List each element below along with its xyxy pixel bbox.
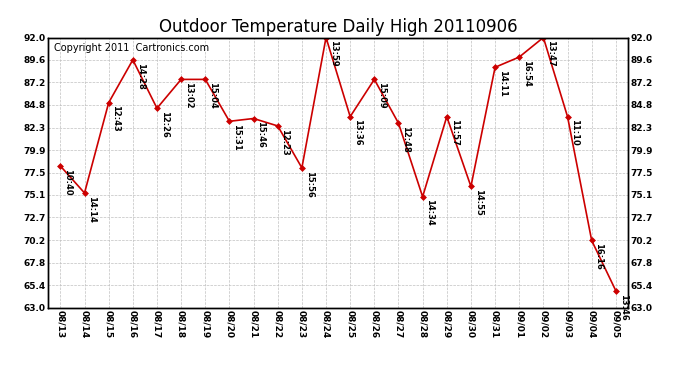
Text: 13:02: 13:02 xyxy=(184,82,193,109)
Text: 13:59: 13:59 xyxy=(329,40,338,67)
Text: 13:36: 13:36 xyxy=(353,119,362,146)
Text: 15:46: 15:46 xyxy=(257,121,266,148)
Text: 16:54: 16:54 xyxy=(522,60,531,87)
Text: 11:10: 11:10 xyxy=(571,119,580,146)
Text: 15:31: 15:31 xyxy=(233,124,241,151)
Text: 15:09: 15:09 xyxy=(377,82,386,109)
Text: 13:47: 13:47 xyxy=(546,40,555,67)
Text: Copyright 2011  Cartronics.com: Copyright 2011 Cartronics.com xyxy=(54,43,209,53)
Text: 10:40: 10:40 xyxy=(63,169,72,195)
Text: 12:23: 12:23 xyxy=(281,129,290,156)
Text: 12:43: 12:43 xyxy=(112,105,121,132)
Text: 14:11: 14:11 xyxy=(498,70,507,97)
Text: 14:34: 14:34 xyxy=(426,200,435,226)
Text: 14:55: 14:55 xyxy=(474,189,483,216)
Title: Outdoor Temperature Daily High 20110906: Outdoor Temperature Daily High 20110906 xyxy=(159,18,518,36)
Text: 15:56: 15:56 xyxy=(305,171,314,198)
Text: 11:57: 11:57 xyxy=(450,119,459,146)
Text: 13:46: 13:46 xyxy=(619,294,628,320)
Text: 16:16: 16:16 xyxy=(595,243,604,270)
Text: 14:14: 14:14 xyxy=(88,196,97,223)
Text: 14:28: 14:28 xyxy=(136,63,145,89)
Text: 12:26: 12:26 xyxy=(160,111,169,138)
Text: 15:04: 15:04 xyxy=(208,82,217,109)
Text: 12:48: 12:48 xyxy=(402,126,411,153)
